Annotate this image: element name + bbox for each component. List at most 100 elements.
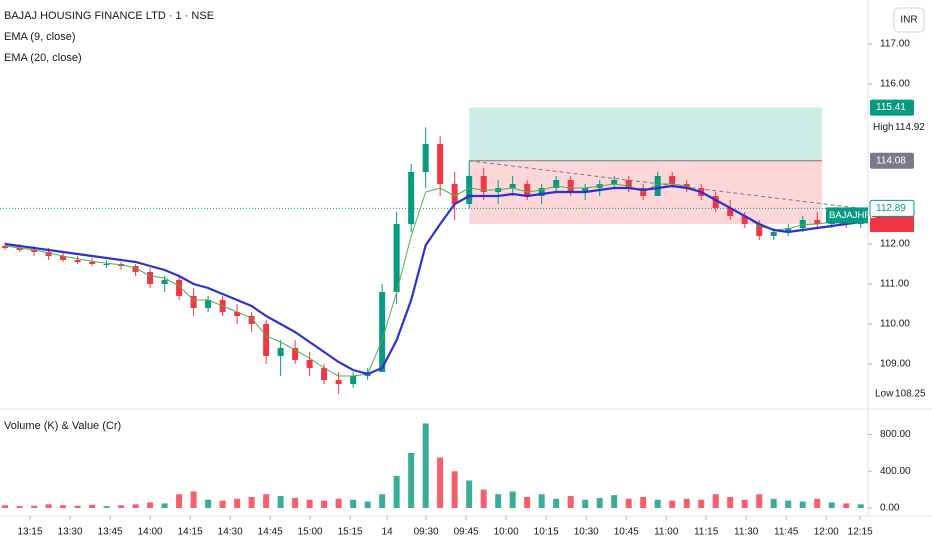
candle-body [132, 266, 139, 272]
target-zone [469, 107, 823, 161]
candle-body [654, 176, 661, 196]
x-tick-label: 14:45 [258, 527, 283, 538]
x-tick-label: 12:15 [848, 527, 873, 538]
volume-bar [350, 499, 357, 508]
y-tick-label: 110.00 [880, 319, 910, 330]
candle-body [234, 312, 241, 316]
volume-bar [16, 506, 23, 508]
candle-body [712, 196, 719, 208]
volume-bar [712, 494, 719, 508]
volume-bar [524, 496, 531, 508]
volume-bar [277, 496, 284, 508]
x-tick-label: 14 [382, 527, 394, 538]
volume-bar [596, 497, 603, 508]
symbol-label-bg [826, 207, 868, 224]
symbol-label: BAJAJHFL [829, 210, 875, 221]
title: BAJAJ HOUSING FINANCE LTD · 1 · NSE [4, 10, 214, 22]
high-caption: High [873, 122, 894, 133]
volume-bar [132, 504, 139, 508]
y-tick-label: 117.00 [880, 39, 910, 50]
volume-bar [263, 494, 270, 508]
candle-body [727, 208, 734, 216]
indicator-label: EMA (20, close) [4, 52, 82, 64]
x-tick-label: 14:15 [178, 527, 203, 538]
candle-body [538, 188, 545, 196]
position-progress [469, 160, 861, 209]
candle-body [422, 144, 429, 172]
volume-bar [843, 503, 850, 508]
candle-body [190, 296, 197, 308]
candle-body [466, 176, 473, 204]
volume-bar [74, 505, 81, 508]
volume-bar [408, 452, 415, 508]
candle-body [437, 144, 444, 184]
candle-body [741, 216, 748, 224]
volume-bar [451, 471, 458, 508]
x-tick-label: 10:45 [614, 527, 639, 538]
volume-bar [727, 496, 734, 508]
volume-bar [190, 491, 197, 508]
candle-body [161, 280, 168, 284]
volume-bar [509, 491, 516, 508]
volume-bar [379, 494, 386, 508]
candle-body [263, 324, 270, 356]
candle-body [350, 376, 357, 384]
y-tick-label: 116.00 [880, 79, 910, 90]
y-tick-label: 109.00 [880, 359, 911, 370]
candle-body [625, 180, 632, 188]
volume-bar [422, 423, 429, 508]
currency-box[interactable] [893, 7, 925, 33]
volume-bar [205, 499, 212, 508]
y-tick-label: 111.00 [880, 279, 910, 290]
candle-body [509, 184, 516, 188]
volume-bar [292, 497, 299, 508]
candle-body [89, 262, 96, 264]
candle-body [45, 252, 52, 256]
candle-body [567, 180, 574, 192]
candle-body [814, 220, 821, 224]
volume-bar [669, 500, 676, 508]
candle-body [205, 300, 212, 308]
volume-bar [857, 504, 864, 508]
volume-bar [654, 499, 661, 508]
currency[interactable]: INR [900, 15, 917, 26]
volume-bar [553, 498, 560, 508]
candle-body [379, 292, 386, 372]
volume-bar [176, 494, 183, 508]
candle-body [306, 360, 313, 368]
volume-bar [103, 506, 110, 508]
candle-body [176, 280, 183, 296]
target-label: 115.41 [876, 102, 906, 113]
candle-body [799, 220, 806, 228]
candle-body [480, 176, 487, 192]
last-price-label: 112.89 [876, 203, 906, 214]
volume-bar [799, 501, 806, 508]
stop-label-bg [870, 216, 914, 232]
candle-body [553, 180, 560, 188]
last-price-label-bg [869, 199, 915, 217]
entry-label-bg [870, 152, 914, 169]
x-tick-label: 15:15 [338, 527, 363, 538]
volume-bar [234, 498, 241, 508]
volume-bar [437, 457, 444, 508]
plot: 117.00 116.00 112.00 111.00 110.00 109.00 13:1… [0, 39, 911, 538]
candle-body [147, 272, 154, 284]
volume-bar [89, 504, 96, 508]
volume-bar [248, 496, 255, 508]
volume-bar [698, 499, 705, 508]
volume-bar [219, 500, 226, 508]
volume-bar [45, 504, 52, 508]
candle-body [770, 232, 777, 236]
candle-body [2, 246, 9, 248]
candle-body [321, 368, 328, 380]
volume-bar [31, 505, 38, 508]
candle-body [611, 180, 618, 184]
x-tick-label: 11:30 [734, 527, 759, 538]
x-tick-label: 11:15 [694, 527, 719, 538]
volume-bar [538, 494, 545, 508]
low-value: 108.25 [895, 389, 926, 400]
x-tick-label: 13:30 [58, 527, 83, 538]
